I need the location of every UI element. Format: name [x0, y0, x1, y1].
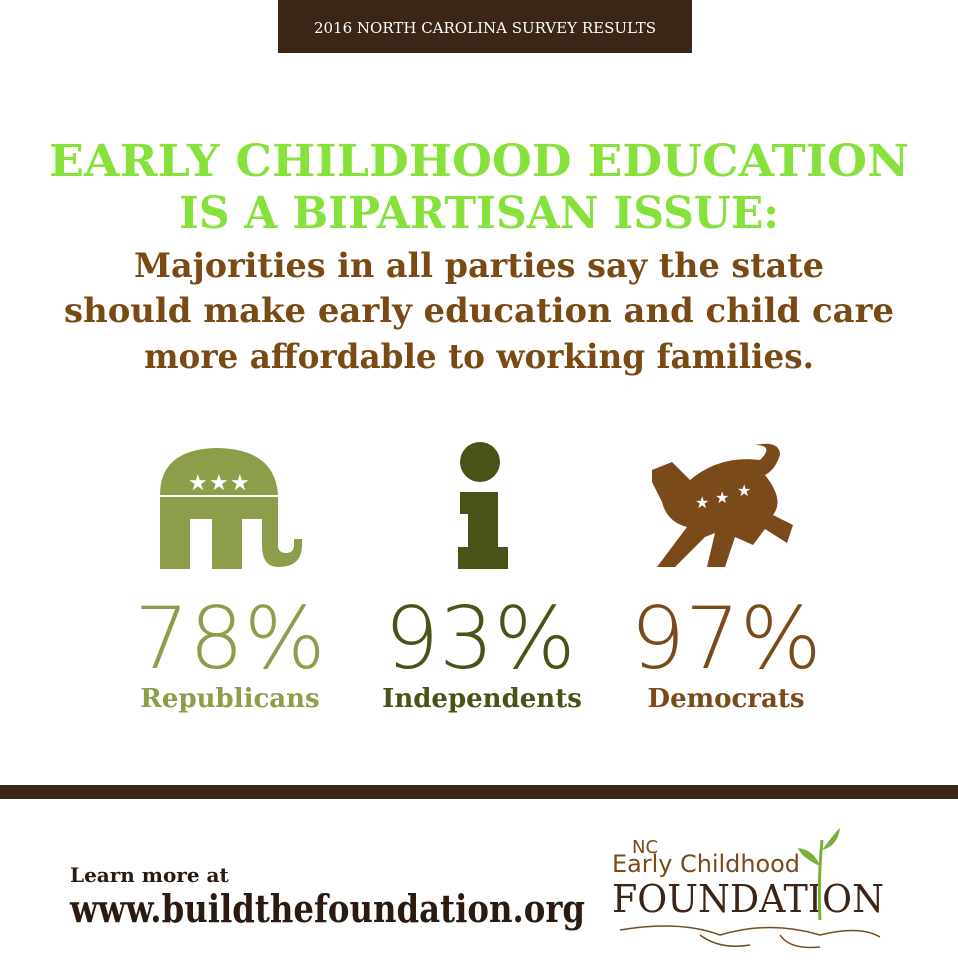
stats-values: 78% 93% 97% — [134, 589, 821, 689]
subheadline-line: more affordable to working families. — [144, 337, 814, 377]
svg-text:★: ★ — [737, 481, 751, 500]
divider — [0, 785, 958, 799]
svg-text:★: ★ — [695, 493, 709, 512]
stat-percent: 93% — [384, 589, 575, 689]
banner: 2016 NORTH CAROLINA SURVEY RESULTS — [314, 19, 656, 37]
stat-label: Independents — [382, 684, 582, 714]
footer-lead: Learn more at — [70, 863, 229, 887]
stat-label: Democrats — [648, 684, 805, 714]
subheadline-line: Majorities in all parties say the state — [134, 246, 824, 286]
headline: EARLY CHILDHOOD EDUCATION IS A BIPARTISA… — [49, 136, 909, 239]
banner-box — [278, 0, 692, 53]
footer-url: www.buildthefoundation.org — [69, 886, 585, 931]
stat-percent: 78% — [134, 589, 325, 689]
svg-text:★: ★ — [715, 488, 729, 507]
donkey-icon: ★ ★ ★ — [652, 443, 793, 567]
stat-percent: 97% — [630, 589, 821, 689]
headline-line: EARLY CHILDHOOD EDUCATION — [49, 136, 909, 187]
stat-label: Republicans — [140, 684, 319, 714]
info-icon — [458, 442, 508, 569]
elephant-icon: ★ ★ ★ — [160, 448, 302, 569]
headline-line: IS A BIPARTISAN ISSUE: — [179, 188, 779, 239]
logo-line1: Early Childhood — [612, 850, 800, 878]
logo-line2: FOUNDATION — [612, 877, 884, 921]
logo: NC Early Childhood FOUNDATION — [612, 828, 884, 949]
stats-labels: Republicans Independents Democrats — [140, 684, 804, 714]
svg-text:★: ★ — [209, 471, 229, 496]
logo-state: NC — [632, 837, 658, 858]
subheadline: Majorities in all parties say the state … — [64, 246, 894, 377]
svg-text:★: ★ — [230, 471, 250, 496]
subheadline-line: should make early education and child ca… — [64, 291, 894, 331]
svg-text:★: ★ — [188, 471, 208, 496]
